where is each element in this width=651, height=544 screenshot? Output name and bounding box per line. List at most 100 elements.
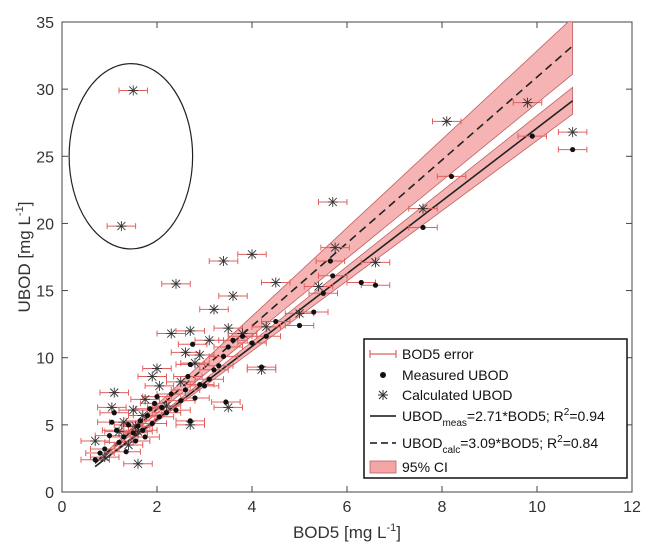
y-axis-label: UBOD [mg L-1] — [14, 202, 34, 313]
calculated-point — [441, 116, 452, 127]
star-stroke — [238, 329, 247, 338]
measured-point — [192, 395, 198, 401]
measured-point — [239, 333, 246, 339]
measured-point — [135, 423, 141, 429]
calculated-point — [228, 290, 238, 301]
star-stroke — [147, 372, 157, 381]
calculated-point — [128, 405, 139, 416]
measured-point — [106, 433, 113, 439]
calculated-point — [327, 196, 338, 207]
star-stroke — [568, 127, 577, 137]
star-stroke — [138, 411, 148, 420]
star-stroke — [176, 377, 186, 387]
measured-point — [258, 364, 265, 370]
star-stroke — [117, 221, 126, 231]
measured-point — [327, 258, 333, 264]
star-stroke — [261, 322, 271, 332]
calculated-point — [152, 363, 162, 374]
calculated-point — [522, 97, 533, 108]
calculated-point — [106, 402, 117, 413]
calculated-point — [261, 321, 272, 332]
y-tick-label: 30 — [36, 82, 54, 99]
legend-calculated-label: Calculated UBOD — [402, 387, 513, 403]
y-tick-label: 5 — [45, 418, 54, 435]
calculated-point — [218, 256, 229, 267]
legend-error-marker — [369, 350, 397, 358]
x-tick-label: 12 — [623, 499, 641, 516]
calculated-point — [166, 328, 177, 339]
measured-point — [121, 434, 127, 440]
legend-meas-fit-label: UBODmeas=2.71*BOD5; R2=0.94 — [402, 407, 605, 429]
star-stroke — [114, 427, 124, 436]
star-stroke — [155, 381, 164, 391]
x-tick-label: 2 — [153, 499, 162, 516]
calculated-point — [109, 387, 120, 398]
star-stroke — [371, 258, 380, 267]
calculated-point — [133, 458, 143, 469]
star-stroke — [209, 305, 219, 314]
star-stroke — [271, 278, 281, 287]
star-stroke — [128, 86, 138, 95]
measured-point — [140, 427, 146, 433]
measured-point — [130, 430, 136, 436]
measured-point — [570, 146, 576, 153]
y-tick-label: 20 — [36, 216, 54, 233]
y-tick-label: 0 — [45, 485, 54, 502]
measured-point — [223, 399, 229, 405]
star-stroke — [523, 98, 532, 107]
measured-point — [123, 449, 129, 455]
measured-point — [173, 407, 179, 413]
measured-point — [168, 391, 174, 397]
star-stroke — [295, 309, 304, 318]
measured-point — [273, 318, 279, 325]
measured-point — [330, 273, 336, 279]
measured-point — [142, 434, 148, 440]
star-stroke — [124, 440, 133, 450]
measured-point — [159, 404, 165, 410]
measured-point — [137, 418, 143, 424]
measured-point — [225, 344, 231, 350]
calculated-point — [147, 371, 158, 382]
x-tick-label: 8 — [438, 499, 447, 516]
calculated-point — [370, 257, 381, 268]
calculated-point — [154, 380, 165, 391]
star-stroke — [90, 436, 100, 446]
measured-point — [182, 387, 189, 393]
measured-point — [296, 322, 303, 329]
legend: BOD5 error Measured UBOD Calculated UBOD… — [363, 338, 628, 479]
star-stroke — [140, 395, 150, 404]
star-stroke — [166, 329, 176, 338]
ci-band-calc — [94, 22, 574, 465]
fit-line-calc — [94, 45, 574, 464]
legend-ci-marker — [369, 460, 397, 474]
star-stroke — [100, 452, 110, 462]
measured-point — [144, 412, 151, 419]
star-stroke — [128, 405, 138, 415]
calculated-point — [294, 308, 305, 319]
calculated-point — [247, 249, 257, 260]
measured-point — [178, 398, 184, 404]
legend-measured-marker — [380, 372, 386, 378]
calculated-point — [313, 281, 324, 292]
calculated-point — [223, 402, 234, 413]
legend-calculated-marker — [378, 390, 388, 400]
x-tick-label: 6 — [343, 499, 352, 516]
measured-point — [448, 173, 455, 180]
calculated-point — [237, 328, 248, 339]
star-stroke — [247, 249, 257, 259]
star-stroke — [219, 256, 228, 266]
star-stroke — [109, 388, 119, 397]
star-stroke — [185, 326, 195, 336]
measured-point — [372, 282, 379, 288]
outlier-ellipse — [68, 63, 194, 250]
measured-point — [211, 367, 217, 373]
star-stroke — [228, 291, 238, 301]
calculated-point — [418, 203, 428, 214]
measured-point — [111, 410, 117, 416]
y-tick-label: 10 — [36, 351, 54, 368]
x-tick-label: 4 — [248, 499, 257, 516]
calculated-point — [270, 277, 281, 288]
star-stroke — [133, 459, 143, 469]
star-stroke — [185, 420, 195, 430]
measured-point — [114, 427, 120, 433]
